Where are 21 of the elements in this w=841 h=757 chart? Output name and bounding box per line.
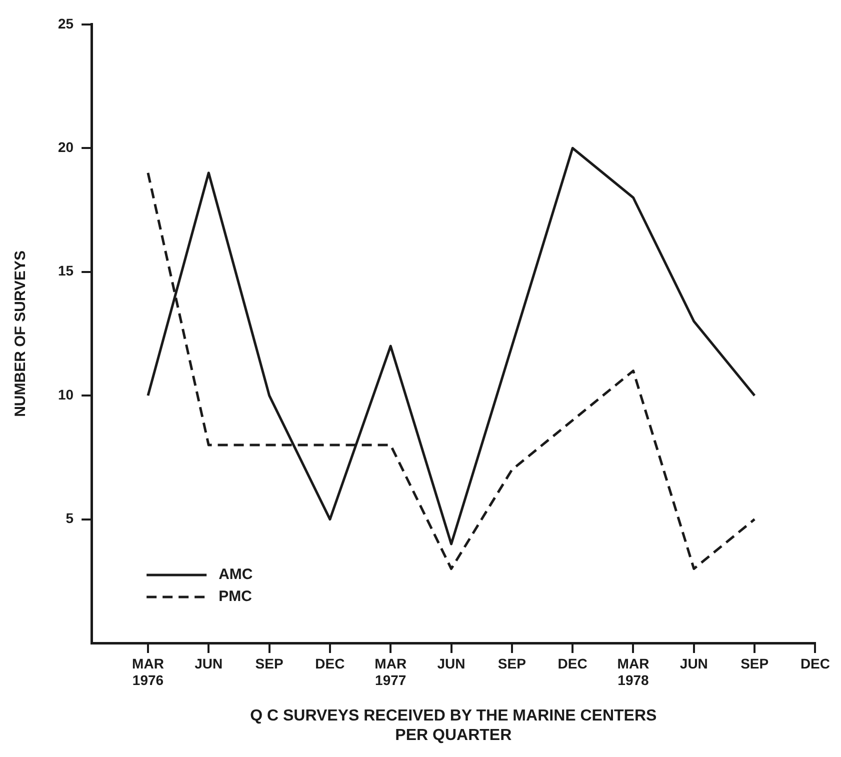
- legend-label: AMC: [218, 566, 253, 584]
- x-tick-label: SEP: [740, 655, 769, 672]
- x-tick-label: MAR 1978: [617, 655, 650, 688]
- y-tick-label: 25: [58, 15, 74, 32]
- x-tick-label: JUN: [680, 655, 708, 672]
- y-tick-label: 20: [58, 138, 74, 155]
- x-tick-label: JUN: [194, 655, 223, 672]
- y-tick-label: 10: [58, 386, 74, 402]
- x-axis-title: Q C SURVEYS RECEIVED BY THE MARINE CENTERS PER QUARTER: [250, 708, 658, 744]
- y-axis-title: NUMBER OF SURVEYS: [12, 250, 30, 417]
- x-tick-label: DEC: [315, 655, 345, 672]
- x-tick-label: SEP: [255, 655, 284, 672]
- y-tick-label: 15: [58, 262, 74, 279]
- y-tick-label: 5: [66, 510, 74, 526]
- x-tick-label: DEC: [800, 655, 830, 672]
- legend-label: PMC: [218, 588, 252, 606]
- x-tick-label: MAR 1977: [374, 655, 407, 688]
- x-tick-label: MAR 1976: [132, 655, 164, 688]
- x-tick-label: SEP: [498, 655, 526, 672]
- x-tick-label: JUN: [437, 655, 466, 672]
- x-tick-label: DEC: [558, 655, 588, 672]
